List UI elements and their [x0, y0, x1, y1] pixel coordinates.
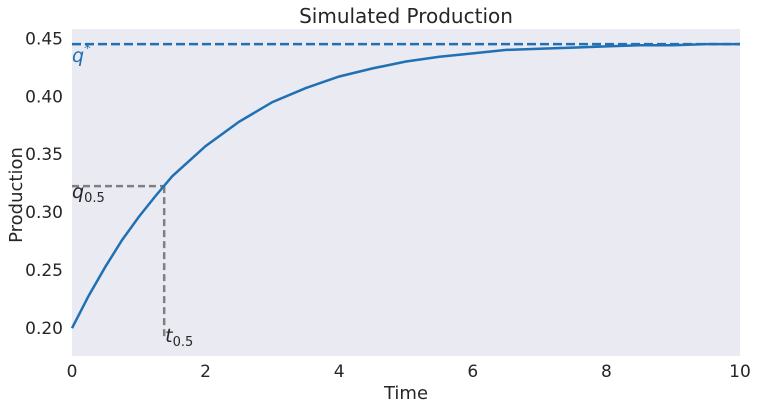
y-tick-label: 0.45	[25, 29, 63, 49]
x-axis-label: Time	[383, 383, 428, 404]
x-tick-label: 10	[729, 362, 751, 382]
x-tick-label: 0	[67, 362, 78, 382]
x-tick-label: 8	[601, 362, 612, 382]
x-tick-label: 2	[200, 362, 211, 382]
y-tick-label: 0.20	[25, 319, 63, 339]
y-tick-label: 0.30	[25, 203, 63, 223]
plot-area	[72, 29, 740, 356]
x-tick-label: 6	[467, 362, 478, 382]
y-axis-label: Production	[6, 147, 27, 243]
half-time-label: t0.5	[165, 325, 193, 350]
half-production-label: q0.5	[72, 181, 105, 206]
y-tick-label: 0.25	[25, 261, 63, 281]
y-tick-label: 0.40	[25, 87, 63, 107]
x-tick-label: 4	[334, 362, 345, 382]
chart-title: Simulated Production	[299, 4, 513, 28]
y-tick-label: 0.35	[25, 145, 63, 165]
production-curve	[70, 42, 740, 329]
asymptote-label: q*	[72, 42, 91, 67]
